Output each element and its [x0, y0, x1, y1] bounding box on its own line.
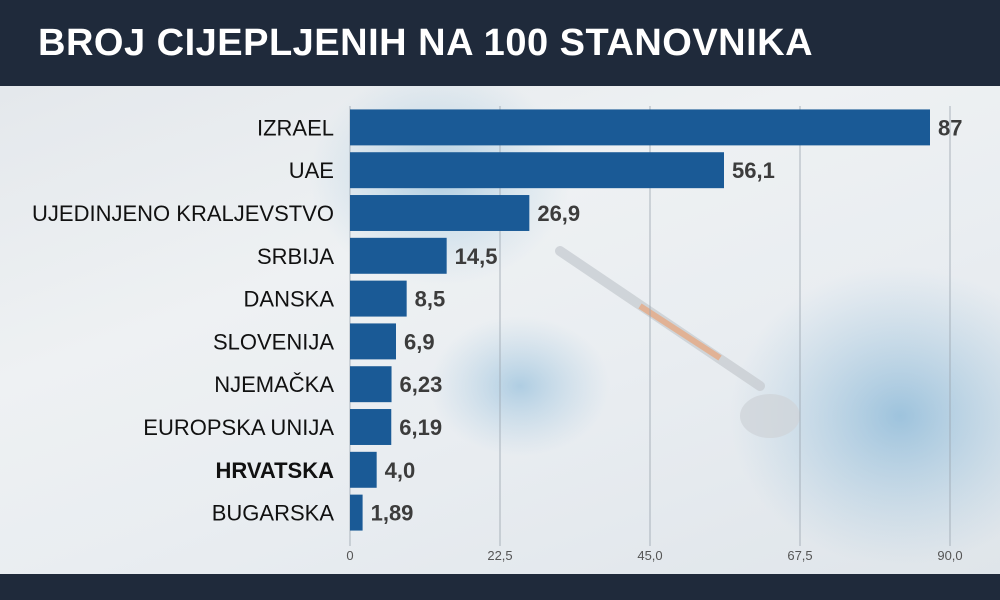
- bar: [350, 152, 724, 189]
- value-label: 6,9: [404, 329, 435, 354]
- x-tick-label: 22,5: [487, 548, 512, 563]
- bars: [350, 109, 930, 531]
- chart-area: IZRAEL UAE UJEDINJENO KRALJEVSTVO SRBIJA DAN…: [0, 86, 1000, 574]
- bar-chart: IZRAEL UAE UJEDINJENO KRALJEVSTVO SRBIJA DAN…: [32, 86, 1000, 566]
- value-label: 4,0: [385, 458, 416, 483]
- x-tick-label: 90,0: [937, 548, 962, 563]
- bar: [350, 195, 530, 231]
- bar: [350, 109, 930, 146]
- title-bar: BROJ CIJEPLJENIH NA 100 STANOVNIKA: [0, 0, 1000, 86]
- category-label: BUGARSKA: [212, 501, 335, 526]
- x-tick-label: 67,5: [787, 548, 812, 563]
- category-label: UAE: [289, 158, 334, 183]
- x-tick-label: 0: [346, 548, 353, 563]
- bar: [350, 237, 447, 274]
- bar: [350, 451, 377, 488]
- category-label: SRBIJA: [257, 244, 334, 269]
- value-label: 87: [938, 115, 962, 140]
- value-label: 26,9: [537, 201, 580, 226]
- category-label: EUROPSKA UNIJA: [143, 415, 334, 440]
- x-axis-ticks: 0 22,5 45,0 67,5 90,0: [346, 548, 962, 563]
- chart-title: BROJ CIJEPLJENIH NA 100 STANOVNIKA: [38, 22, 814, 64]
- category-label: UJEDINJENO KRALJEVSTVO: [32, 201, 334, 226]
- category-label: HRVATSKA: [215, 458, 334, 483]
- bar: [350, 280, 407, 317]
- category-label: SLOVENIJA: [213, 329, 334, 354]
- bar: [350, 494, 363, 531]
- category-labels: IZRAEL UAE UJEDINJENO KRALJEVSTVO SRBIJA DAN…: [32, 115, 334, 525]
- category-label: NJEMAČKA: [214, 372, 334, 397]
- value-labels: 87 56,1 26,9 14,5 8,5 6,9 6,23 6,19 4,0 1,89: [371, 115, 963, 525]
- bottom-bar: [0, 574, 1000, 600]
- value-label: 6,19: [399, 415, 442, 440]
- value-label: 6,23: [400, 372, 443, 397]
- category-label: IZRAEL: [257, 115, 334, 140]
- x-tick-label: 45,0: [637, 548, 662, 563]
- value-label: 1,89: [371, 501, 414, 526]
- value-label: 56,1: [732, 158, 775, 183]
- category-label: DANSKA: [244, 287, 335, 312]
- value-label: 8,5: [415, 287, 446, 312]
- bar: [350, 366, 392, 403]
- value-label: 14,5: [455, 244, 498, 269]
- bar: [350, 409, 392, 445]
- bar: [350, 323, 396, 360]
